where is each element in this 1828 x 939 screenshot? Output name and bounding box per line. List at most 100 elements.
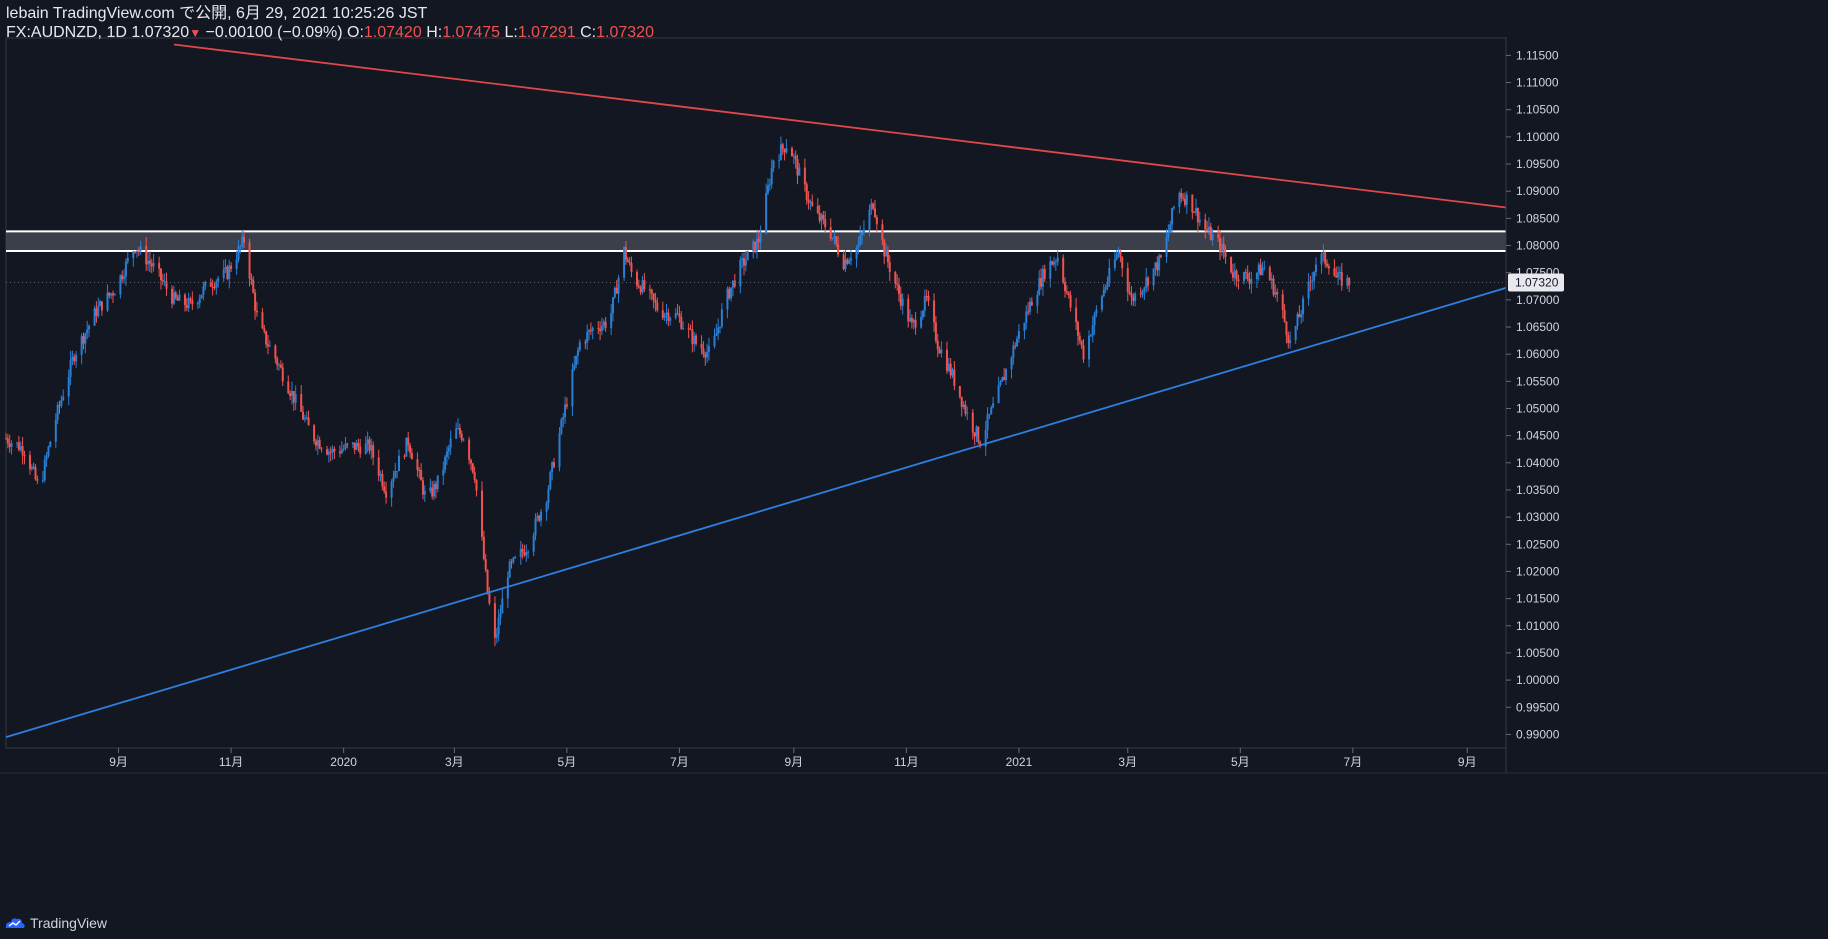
candle-up [534,518,537,536]
candle-up [436,475,439,490]
candle-up [1005,369,1007,381]
candle-up [16,442,19,444]
candle-up [113,294,116,296]
close-label: C: [580,24,597,41]
candle-up [278,364,281,366]
candle-up [962,404,965,408]
candle-up [746,251,749,261]
candle-up [674,313,677,318]
candle-down [643,280,646,290]
candle-down [469,459,472,464]
candle-down [353,442,356,450]
candle-up [1017,331,1020,339]
candle-up [726,288,729,310]
open-label: O: [347,24,364,41]
candle-down [36,479,39,481]
candle-up [123,276,126,280]
candle-down [818,212,821,221]
y-tick-label: 1.04000 [1516,456,1560,470]
candle-up [1274,292,1277,295]
candle-up [1257,264,1260,274]
candle-down [874,208,877,218]
candle-up [462,439,465,441]
candle-down [1130,293,1133,297]
candle-up [719,326,722,328]
candle-up [228,265,231,279]
candle-up [1001,377,1004,382]
candle-up [506,577,509,599]
candle-up [992,403,995,408]
candle-down [979,442,982,447]
brand-footer[interactable]: TradingView [4,915,107,931]
candle-down [523,552,526,556]
candle-up [1038,278,1041,295]
candle-down [23,454,26,456]
candle-down [733,280,736,287]
candle-up [423,490,426,495]
candle-up [366,439,369,444]
candle-down [599,328,602,332]
candle-down [1069,295,1072,308]
candle-up [617,277,620,294]
candle-down [403,455,406,457]
candle-down [837,244,840,255]
candle-down [1196,208,1199,223]
candle-up [449,438,452,448]
candle-down [1287,335,1290,344]
candle-up [975,426,978,437]
candle-up [1220,243,1223,252]
candle-down [250,278,253,280]
y-tick-label: 1.00000 [1516,673,1560,687]
candle-up [844,259,847,270]
candle-up [327,451,330,455]
candle-down [1082,345,1085,360]
candle-up [612,297,615,314]
candle-down [1224,252,1227,257]
candle-up [855,247,858,259]
candle-down [248,242,251,279]
candle-down [1067,292,1070,296]
candle-down [300,393,303,412]
candle-down [886,249,889,263]
candle-up [706,351,709,358]
candle-up [1054,261,1057,263]
candle-down [320,448,323,450]
candle-down [510,561,513,563]
y-tick-label: 0.99000 [1516,727,1560,741]
candle-up [60,399,63,406]
candle-down [6,438,9,444]
candle-down [565,404,568,407]
candle-up [56,405,59,420]
candle-up [576,350,579,356]
candle-up [1311,280,1314,282]
candle-down [346,443,349,445]
candle-up [1243,272,1246,282]
candle-down [276,358,279,365]
candle-up [564,404,567,418]
candle-down [254,292,257,311]
candle-down [781,144,784,149]
candle-down [252,279,255,293]
candle-up [715,333,718,336]
y-tick-label: 1.05500 [1516,374,1560,388]
candle-up [405,437,408,457]
candle-up [831,237,834,239]
y-tick-label: 1.11000 [1516,76,1559,90]
candle-up [71,356,74,360]
candle-down [894,271,897,284]
candle-down [475,479,478,491]
candle-down [1230,256,1233,273]
candle-down [385,491,388,498]
candle-down [159,268,162,281]
candle-down [1298,313,1301,318]
y-tick-label: 1.01500 [1516,592,1560,606]
candle-up [97,306,100,316]
candle-up [172,292,175,304]
candle-up [861,232,864,236]
candle-down [816,205,819,213]
candle-down [112,293,115,296]
candle-up [1143,287,1146,292]
candle-up [558,433,561,468]
candle-up [571,369,574,407]
